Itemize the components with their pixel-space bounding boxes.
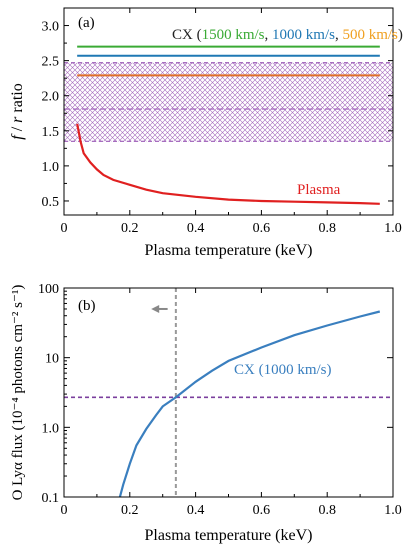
series-label-cx: CX (1000 km/s) <box>234 362 332 378</box>
y-axis-label: O Lyα flux (10⁻⁴ photons cm⁻² s⁻¹) <box>10 285 26 501</box>
y-axis-label-part: ratio <box>9 83 26 116</box>
series-line-cx-1000 <box>118 310 381 498</box>
y-tick-label: 0.5 <box>42 195 60 210</box>
axis-ticks: 0 0.2 0.4 0.6 0.8 1.0 0.5 1.0 1.5 2.0 2.5 3.0 <box>42 8 402 236</box>
y-tick-label: 1.0 <box>42 160 60 175</box>
y-axis-label-part: / <box>9 123 26 135</box>
panel-a: 0 0.2 0.4 0.6 0.8 1.0 0.5 1.0 1.5 2.0 2.5 3.0 (a) C… <box>9 7 403 259</box>
x-tick-label: 0.6 <box>253 503 271 518</box>
y-tick-label: 0.1 <box>42 491 60 506</box>
y-tick-label: 1.0 <box>42 421 60 436</box>
x-axis-label: Plasma temperature (keV) <box>145 242 313 259</box>
y-axis-label-part: r <box>9 116 26 123</box>
series-line-plasma <box>76 123 380 205</box>
x-tick-label: 0 <box>61 503 68 518</box>
panel-b: 0 0.2 0.4 0.6 0.8 1.0 0.1 1.0 10 100 (b) CX (1000… <box>10 282 402 544</box>
legend-part: 1000 km/s <box>272 27 335 43</box>
axis-ticks: 0 0.2 0.4 0.6 0.8 1.0 0.1 1.0 10 100 <box>38 282 402 518</box>
y-tick-label: 10 <box>45 352 59 367</box>
y-axis-label: f / r ratio <box>9 83 26 139</box>
legend-part: 1500 km/s <box>202 27 265 43</box>
x-tick-label: 0.4 <box>187 221 205 236</box>
y-tick-label: 2.0 <box>42 90 60 105</box>
x-tick-label: 0.2 <box>121 221 139 236</box>
x-tick-label: 0.8 <box>318 503 336 518</box>
panel-label: (a) <box>78 15 95 31</box>
x-tick-label: 1.0 <box>384 221 402 236</box>
series-layer <box>76 45 380 205</box>
legend: CX (1500 km/s, 1000 km/s, 500 km/s) <box>172 27 403 43</box>
x-tick-label: 0.8 <box>318 221 336 236</box>
x-tick-label: 0.4 <box>187 503 205 518</box>
legend-part: , <box>265 27 273 43</box>
y-tick-label: 2.5 <box>42 55 60 70</box>
x-tick-label: 0 <box>61 221 68 236</box>
x-axis-label: Plasma temperature (keV) <box>145 527 313 544</box>
x-tick-label: 1.0 <box>384 503 402 518</box>
y-tick-label: 3.0 <box>42 20 60 35</box>
legend-part: , <box>335 27 343 43</box>
y-axis-label-part: f <box>9 133 26 140</box>
panel-label: (b) <box>78 298 96 314</box>
arrow-head <box>151 304 160 313</box>
x-tick-label: 0.2 <box>121 503 139 518</box>
series-label-plasma: Plasma <box>297 182 341 198</box>
x-tick-label: 0.6 <box>253 221 271 236</box>
legend-part: ) <box>398 27 403 43</box>
legend-part: 500 km/s <box>342 27 398 43</box>
plot-frame <box>63 287 394 498</box>
series-layer <box>64 288 393 498</box>
y-tick-label: 100 <box>38 282 59 297</box>
legend-part: CX ( <box>172 27 202 43</box>
y-tick-label: 1.5 <box>42 125 60 140</box>
